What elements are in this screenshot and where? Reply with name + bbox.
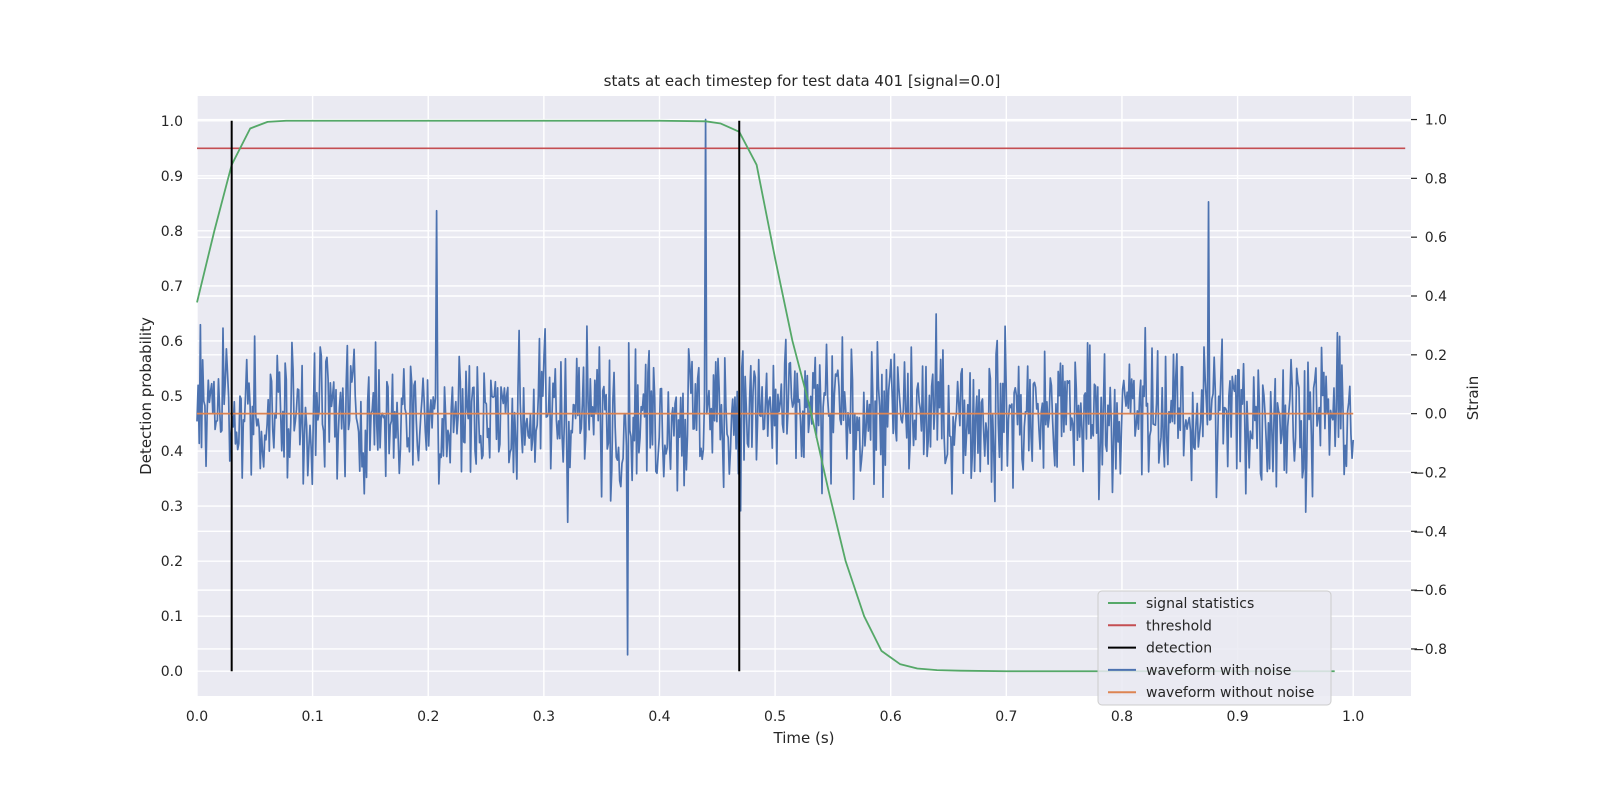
x-tick-label: 0.2 [417, 709, 439, 725]
y-right-tick-label: 0.8 [1425, 171, 1447, 187]
y-left-tick-label: 0.5 [161, 389, 183, 405]
y-right-tick-label: −0.2 [1413, 465, 1447, 481]
x-tick-label: 0.7 [995, 709, 1017, 725]
y-left-tick-label: 0.0 [161, 664, 183, 680]
x-tick-label: 0.8 [1111, 709, 1133, 725]
y-right-tick-label: 0.6 [1425, 230, 1447, 246]
x-tick-label: 0.3 [533, 709, 555, 725]
legend-box [1097, 590, 1332, 706]
y-right-tick-label: −0.6 [1413, 583, 1447, 599]
y-right-tick-label: 0.4 [1425, 289, 1447, 305]
legend-label: detection [1146, 641, 1212, 657]
legend: signal statistics threshold detection wavef… [1097, 590, 1332, 706]
y-left-tick-label: 1.0 [161, 114, 183, 130]
y-left-tick-label: 0.4 [161, 444, 183, 460]
y-left-tick-label: 0.9 [161, 169, 183, 185]
y-right-tick-label: −0.4 [1413, 524, 1447, 540]
y-right-tick-label: −0.8 [1413, 642, 1447, 658]
y-left-tick-label: 0.8 [161, 224, 183, 240]
series-layer [196, 118, 1406, 673]
x-tick-label: 0.5 [764, 709, 786, 725]
x-tick-label: 0.1 [301, 709, 323, 725]
y-left-tick-label: 0.3 [161, 499, 183, 515]
series-signal-statistics [196, 119, 1335, 673]
legend-label: threshold [1146, 618, 1212, 634]
x-tick-label: 0.4 [648, 709, 670, 725]
x-tick-label: 0.9 [1226, 709, 1248, 725]
y-axis-left-title: Detection probability [137, 317, 155, 475]
y-left-tick-label: 0.7 [161, 279, 183, 295]
x-tick-label: 1.0 [1342, 709, 1364, 725]
axis-layer: 0.0 0.1 0.2 0.3 0.4 0.5 0.6 0.7 0.8 0.9 1.0 0.0 0.1 0… [161, 113, 1447, 725]
y-right-tick-label: 1.0 [1425, 113, 1447, 129]
y-right-tick-label: 0.0 [1425, 407, 1447, 423]
series-waveform-with-noise [196, 118, 1355, 656]
x-axis-title: Time (s) [773, 729, 835, 747]
y-left-tick-label: 0.1 [161, 609, 183, 625]
x-tick-label: 0.6 [880, 709, 902, 725]
y-left-tick-label: 0.6 [161, 334, 183, 350]
y-right-tick-label: 0.2 [1425, 348, 1447, 364]
y-axis-right-title: Strain [1464, 376, 1482, 420]
legend-label: signal statistics [1146, 596, 1254, 612]
x-tick-label: 0.0 [186, 709, 208, 725]
y-left-tick-label: 0.2 [161, 554, 183, 570]
chart-title: stats at each timestep for test data 401… [604, 72, 1001, 90]
legend-label: waveform without noise [1146, 685, 1314, 701]
legend-label: waveform with noise [1146, 663, 1291, 679]
